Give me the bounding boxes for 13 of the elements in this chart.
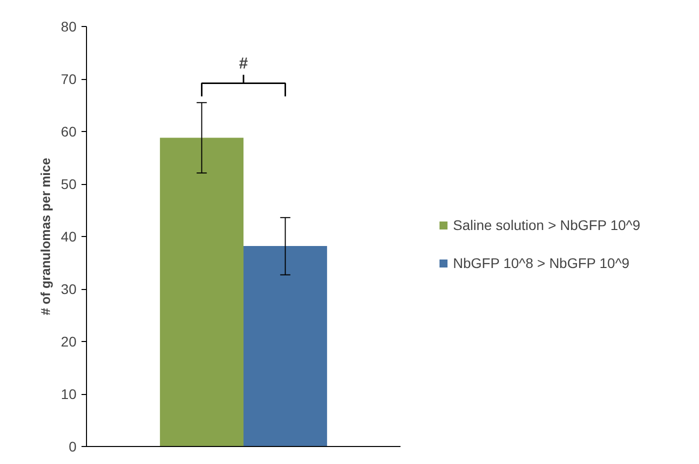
y-tick-label: 10 [60, 386, 77, 402]
y-tick-label: 50 [60, 176, 77, 192]
y-axis-title: # of granulomas per mice [38, 158, 53, 316]
annotation: # [239, 56, 248, 73]
y-tick-label: 30 [60, 281, 77, 297]
legend-label: NbGFP 10^8 > NbGFP 10^9 [453, 255, 630, 271]
y-tick-label: 40 [60, 228, 77, 244]
y-tick-label: 20 [60, 334, 77, 350]
y-tick-label: 80 [60, 18, 77, 34]
y-tick-label: 60 [60, 124, 77, 140]
y-tick-label: 70 [60, 71, 77, 87]
y-tick-label: 0 [68, 438, 77, 454]
legend-label: Saline solution > NbGFP 10^9 [453, 217, 640, 233]
